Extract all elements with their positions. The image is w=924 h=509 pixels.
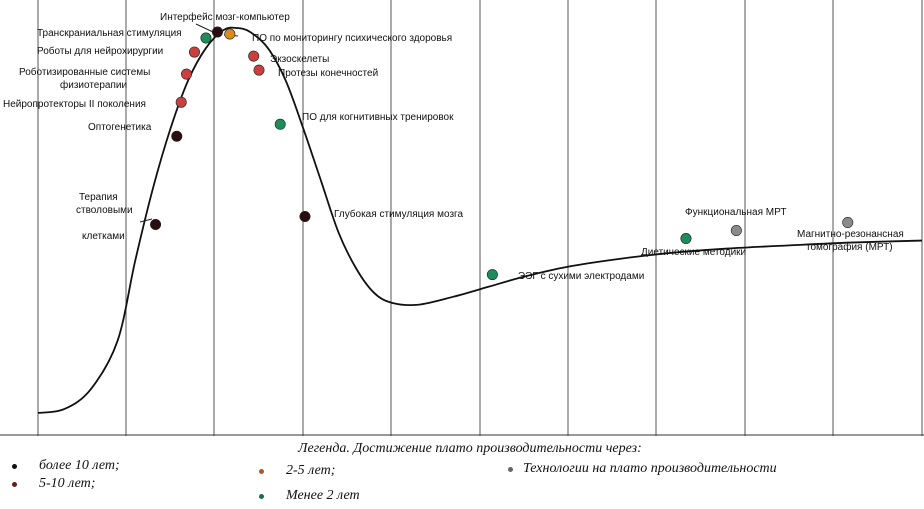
label-physio-line2: физиотерапии [60, 79, 127, 91]
data-point [181, 68, 193, 80]
data-point [253, 64, 265, 76]
legend-label: 5-10 лет; [39, 476, 96, 491]
data-point [842, 217, 854, 229]
label-fmri: Функциональная МРТ [685, 207, 786, 218]
label-stem-line3: клетками [82, 231, 125, 242]
label-tms: Транскраниальная стимуляция [37, 28, 182, 39]
data-point [299, 210, 311, 222]
legend-item-under-2: Менее 2 лет [259, 488, 360, 504]
label-mri-line2: томография (МРТ) [806, 241, 893, 253]
label-stem-line2: стволовыми [76, 205, 133, 216]
data-point [248, 50, 260, 62]
legend-title: Легенда. Достижение плато производительн… [298, 441, 642, 456]
data-point [224, 28, 236, 40]
data-point [200, 32, 212, 44]
label-physio-line1: Роботизированные системы [19, 66, 150, 78]
legend-item-plateau: Технологии на плато производительности [508, 461, 777, 477]
legend-dot-icon [259, 468, 264, 474]
hype-cycle-chart: Интерфейс мозг-компьютер Транскраниальна… [0, 0, 924, 436]
data-point [274, 118, 286, 130]
label-mri-line1: Магнитно-резонансная [797, 229, 904, 240]
label-neuro: Нейропротекторы II поколения [3, 99, 146, 110]
leader-line [139, 218, 153, 223]
data-point [680, 233, 692, 245]
data-point [175, 96, 187, 108]
legend-dot-icon [508, 466, 513, 472]
label-mh: ПО по мониторингу психического здоровья [252, 33, 452, 44]
label-dbs: Глубокая стимуляция мозга [334, 208, 463, 220]
label-prost: Протезы конечностей [278, 68, 378, 79]
legend-dot-icon [259, 493, 264, 499]
grid-lines [0, 0, 924, 436]
label-stem-line1: Терапия [79, 192, 118, 203]
data-point [150, 219, 162, 231]
legend-label: 2-5 лет; [286, 463, 336, 478]
legend-dot-icon [12, 481, 17, 487]
label-eeg: ЭЭГ с сухими электродами [518, 271, 644, 282]
legend-item-5-10: 5-10 лет; [12, 476, 95, 492]
data-points [150, 26, 854, 281]
label-exo: Экзоскелеты [270, 54, 329, 65]
legend-label: более 10 лет; [39, 458, 120, 473]
legend-item-over-10: более 10 лет; [12, 458, 120, 474]
data-point [171, 130, 183, 142]
label-robots: Роботы для нейрохирургии [37, 45, 163, 57]
label-diet: Диетические методики [641, 247, 746, 258]
leader-line [195, 23, 214, 33]
data-point [486, 269, 498, 281]
data-point [188, 46, 200, 58]
label-cog: ПО для когнитивных тренировок [302, 112, 454, 123]
label-bci: Интерфейс мозг-компьютер [160, 11, 290, 23]
data-point [211, 26, 223, 38]
legend-item-2-5: 2-5 лет; [259, 463, 335, 479]
legend-dot-icon [12, 463, 17, 469]
legend-label: Менее 2 лет [286, 488, 360, 503]
data-point [730, 225, 742, 237]
label-opto: Оптогенетика [88, 122, 152, 133]
hype-curve [37, 26, 923, 414]
legend-label: Технологии на плато производительности [523, 461, 777, 476]
